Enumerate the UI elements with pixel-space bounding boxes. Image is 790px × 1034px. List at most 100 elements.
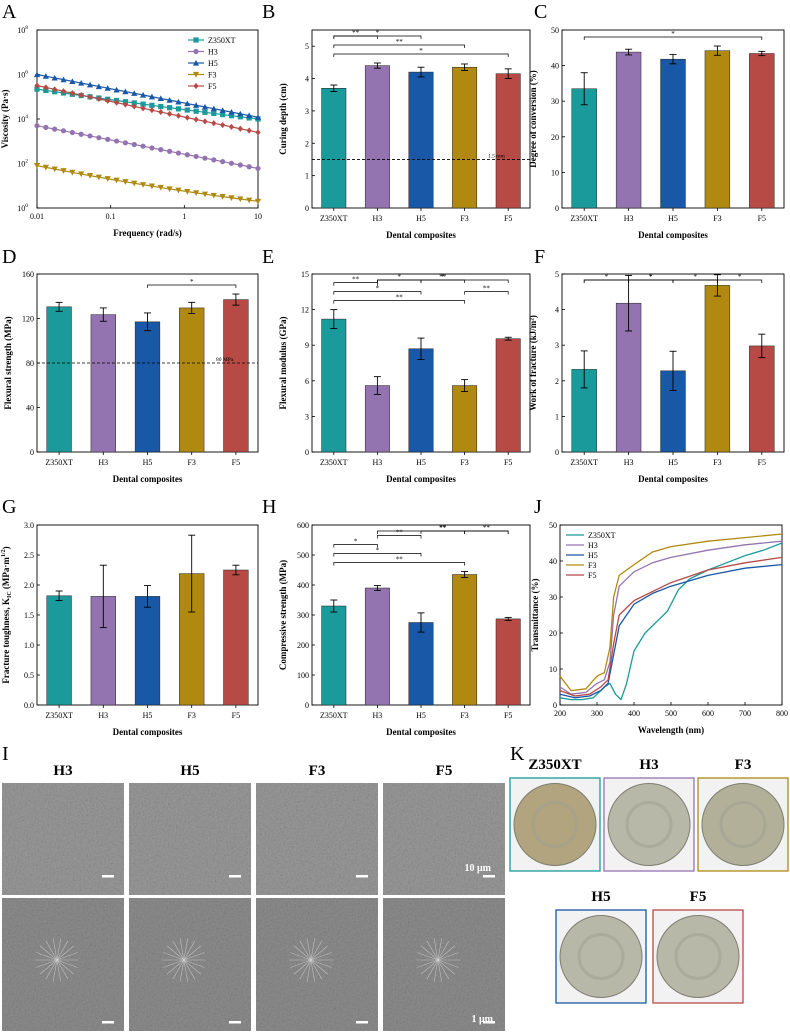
y-axis-label-D: Flexural strength (MPa) — [3, 316, 13, 409]
x-tick-label-F5: F5 — [504, 711, 512, 720]
y-tick-label: 160 — [22, 270, 34, 279]
sem-fibril — [293, 945, 312, 961]
y-tick-label: 0 — [305, 701, 309, 710]
sem-fibril — [52, 959, 58, 982]
sem-fibril — [310, 959, 323, 980]
y-tick-label: 1.5 — [24, 611, 34, 620]
bar-F5 — [495, 73, 521, 209]
y-tick-base: 10 — [17, 26, 25, 35]
y-tick-exponent: 6 — [25, 70, 28, 76]
x-tick-label: 600 — [702, 709, 714, 718]
sem-fibril — [52, 938, 58, 961]
sem-fibril — [56, 959, 62, 982]
series-line-F3 — [559, 533, 783, 692]
data-point — [122, 179, 129, 185]
data-point — [131, 100, 137, 106]
y-tick-label: 10 — [551, 168, 559, 177]
sem-fibril — [437, 959, 455, 975]
x-tick-label: 200 — [554, 709, 566, 718]
data-point — [184, 107, 190, 113]
x-axis-label-J: Wavelength (nm) — [638, 725, 704, 735]
data-point — [78, 131, 84, 137]
panel-letter-G: G — [2, 496, 16, 518]
data-point — [255, 165, 261, 172]
x-tick-label: 0.01 — [30, 212, 44, 221]
data-point — [193, 48, 199, 55]
y-tick-exponent: 8 — [25, 25, 28, 31]
sem-fibril — [437, 959, 459, 968]
sem-fibril — [183, 959, 205, 968]
sample-label-H5: H5 — [591, 889, 610, 905]
y-tick-label: 10 — [549, 665, 557, 674]
data-point — [148, 93, 156, 100]
x-tick-label: 500 — [665, 709, 677, 718]
sem-image-bottom-F5 — [383, 898, 505, 1031]
significance-label: ** — [439, 273, 447, 281]
data-point — [192, 59, 200, 66]
data-point — [228, 123, 235, 130]
data-point — [60, 128, 67, 134]
data-point — [184, 152, 190, 158]
sem-fibril — [310, 959, 316, 982]
bar-H3 — [364, 587, 390, 706]
data-point — [158, 147, 164, 153]
y-tick-label: 300 — [297, 611, 309, 620]
reference-line-label: 80 MPa — [216, 357, 234, 363]
y-tick-label: 1.0 — [24, 641, 34, 650]
data-point — [87, 93, 93, 101]
data-point — [175, 106, 182, 112]
data-point — [167, 148, 173, 154]
sem-images-panel: I H3 H5 F3 F5 10 μm 1 μm — [2, 743, 505, 1031]
legend-label-Z350XT: Z350XT — [208, 36, 236, 45]
data-point — [157, 95, 164, 102]
data-point — [34, 123, 40, 129]
significance-label: ** — [352, 29, 360, 37]
bar-F5 — [749, 53, 775, 209]
x-tick-label-H5: H5 — [143, 711, 153, 720]
data-point — [52, 86, 58, 93]
data-point — [184, 114, 190, 121]
sem-fibril — [179, 938, 185, 961]
x-axis-label-A: Frequency (rad/s) — [113, 228, 182, 238]
data-point — [149, 107, 155, 114]
bar-H5 — [134, 321, 161, 453]
significance-label: * — [190, 278, 194, 286]
legend-label-H3: H3 — [588, 541, 598, 550]
data-point — [157, 184, 164, 191]
significance-bracket — [464, 291, 509, 295]
bar-F5 — [495, 618, 521, 706]
x-tick-label-Z350XT: Z350XT — [45, 458, 73, 467]
y-tick-label: 5 — [555, 270, 559, 279]
significance-bracket — [333, 53, 509, 58]
sem-fibril — [183, 959, 201, 975]
plot-frame-A — [36, 29, 259, 209]
data-point — [211, 120, 217, 127]
x-tick-label-H3: H3 — [98, 458, 108, 467]
legend-label-H5: H5 — [208, 59, 218, 68]
sample-label-F3: F3 — [735, 757, 752, 773]
x-tick-label-H3: H3 — [373, 458, 383, 467]
sem-image-top-F5 — [383, 783, 505, 895]
data-point — [167, 110, 173, 118]
data-point — [210, 105, 217, 112]
bar-F5 — [223, 299, 249, 453]
data-point — [122, 140, 128, 146]
significance-bracket — [583, 36, 763, 41]
data-point — [52, 126, 58, 132]
sem-fibril — [36, 959, 58, 968]
y-tick-label: 104 — [17, 114, 28, 124]
x-tick-label-Z350XT: Z350XT — [320, 214, 348, 223]
sample-disc-H5 — [559, 915, 643, 998]
y-tick-label: 40 — [551, 62, 559, 71]
significance-label: ** — [483, 285, 491, 293]
y-tick-label: 0 — [555, 448, 559, 457]
data-point — [192, 71, 200, 78]
data-point — [219, 107, 226, 114]
data-point — [69, 169, 76, 176]
sem-scale-bar — [102, 1021, 114, 1024]
x-tick-label-F5: F5 — [758, 458, 766, 467]
sem-fibril — [56, 959, 69, 980]
x-tick-label-F3: F3 — [460, 711, 468, 720]
sem-fibril — [39, 945, 58, 961]
